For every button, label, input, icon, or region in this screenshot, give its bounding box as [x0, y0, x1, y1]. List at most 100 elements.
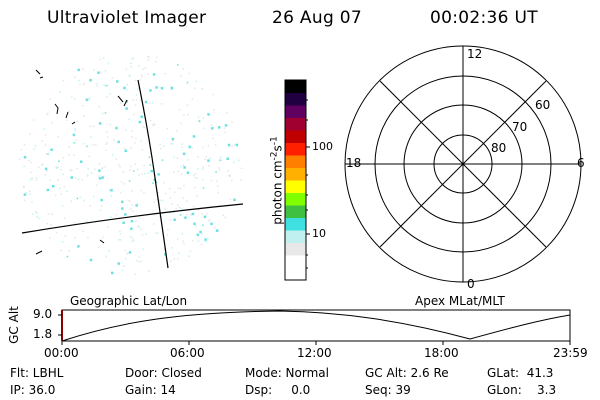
image-pixel: [217, 191, 219, 194]
image-pixel: [140, 74, 143, 76]
image-pixel: [136, 260, 138, 262]
image-pixel: [121, 181, 123, 183]
image-pixel: [110, 216, 112, 218]
image-pixel: [68, 146, 70, 148]
image-pixel: [171, 137, 175, 141]
image-pixel: [83, 199, 85, 202]
image-pixel: [143, 126, 146, 129]
image-pixel: [148, 156, 151, 158]
image-pixel: [171, 143, 174, 145]
image-pixel: [133, 170, 135, 172]
image-pixel: [82, 230, 84, 232]
image-pixel: [199, 230, 202, 234]
image-pixel: [198, 208, 200, 210]
image-pixel: [135, 204, 138, 207]
image-pixel: [23, 186, 25, 189]
image-pixel: [164, 253, 167, 256]
image-pixel: [170, 219, 172, 221]
image-pixel: [175, 130, 178, 132]
image-pixel: [162, 200, 164, 202]
image-pixel: [140, 189, 143, 192]
image-pixel: [182, 197, 185, 200]
image-pixel: [127, 199, 129, 201]
image-pixel: [74, 76, 76, 79]
image-pixel: [213, 109, 215, 111]
parallel-line: [21, 203, 244, 234]
image-pixel: [131, 130, 133, 132]
image-pixel: [76, 167, 78, 170]
colorbar-segment: [285, 167, 306, 181]
image-pixel: [104, 166, 106, 168]
image-pixel: [180, 122, 182, 125]
seq-info: Seq: 39: [365, 383, 411, 397]
image-pixel: [96, 85, 98, 87]
image-pixel: [121, 207, 124, 210]
image-pixel: [143, 164, 145, 167]
image-pixel: [210, 179, 213, 182]
image-pixel: [178, 108, 181, 111]
image-pixel: [187, 113, 189, 116]
image-pixel: [231, 121, 233, 123]
image-pixel: [177, 64, 179, 66]
image-pixel: [131, 204, 133, 206]
image-pixel: [212, 137, 214, 140]
image-pixel: [177, 238, 179, 240]
coastline-fragments: [35, 69, 128, 255]
image-pixel: [154, 123, 156, 126]
image-pixel: [110, 189, 113, 192]
image-pixel: [95, 144, 97, 146]
image-pixel: [217, 185, 219, 187]
image-pixel: [157, 232, 159, 234]
colorbar-segment: [285, 155, 306, 168]
image-pixel: [137, 168, 139, 171]
image-pixel: [98, 169, 101, 172]
image-pixel: [145, 233, 147, 236]
image-pixel: [134, 104, 137, 106]
image-pixel: [231, 145, 234, 147]
image-pixel: [150, 119, 152, 122]
image-pixel: [178, 206, 181, 209]
image-pixel: [156, 56, 158, 59]
mlt-label-6: 6: [577, 156, 585, 170]
image-pixel: [30, 177, 33, 179]
image-pixel: [40, 164, 43, 166]
image-pixel: [227, 170, 229, 172]
image-pixel: [23, 165, 25, 168]
image-pixel: [209, 157, 211, 159]
image-pixel: [144, 67, 146, 69]
geographic-label: Geographic Lat/Lon: [70, 294, 188, 308]
image-pixel: [88, 98, 90, 100]
image-pixel: [121, 269, 124, 272]
image-pixel: [107, 62, 110, 65]
image-pixel: [90, 136, 92, 138]
image-pixel: [126, 83, 128, 86]
image-pixel: [190, 214, 192, 216]
image-pixel: [141, 76, 143, 78]
image-pixel: [33, 119, 35, 121]
image-pixel: [148, 56, 150, 58]
image-pixel: [160, 87, 164, 90]
image-pixel: [62, 79, 65, 82]
image-pixel: [98, 175, 100, 177]
image-pixel: [79, 83, 81, 86]
image-pixel: [216, 180, 218, 182]
image-pixel: [142, 126, 145, 128]
image-pixel: [77, 68, 80, 72]
image-pixel: [68, 250, 70, 252]
image-pixel: [171, 247, 173, 249]
image-pixel: [61, 241, 64, 243]
image-pixel: [44, 167, 48, 171]
image-pixel: [36, 216, 38, 218]
image-pixel: [140, 140, 142, 142]
colorbar-tick-10: 10: [312, 227, 326, 240]
image-pixel: [29, 193, 31, 195]
image-pixel: [182, 152, 186, 156]
image-pixel: [46, 188, 50, 192]
image-pixel: [78, 79, 80, 82]
ip-info: IP: 36.0: [10, 383, 56, 397]
image-pixel: [188, 216, 191, 219]
image-pixel: [225, 112, 228, 114]
image-pixel: [150, 169, 153, 173]
image-pixel: [191, 147, 193, 149]
